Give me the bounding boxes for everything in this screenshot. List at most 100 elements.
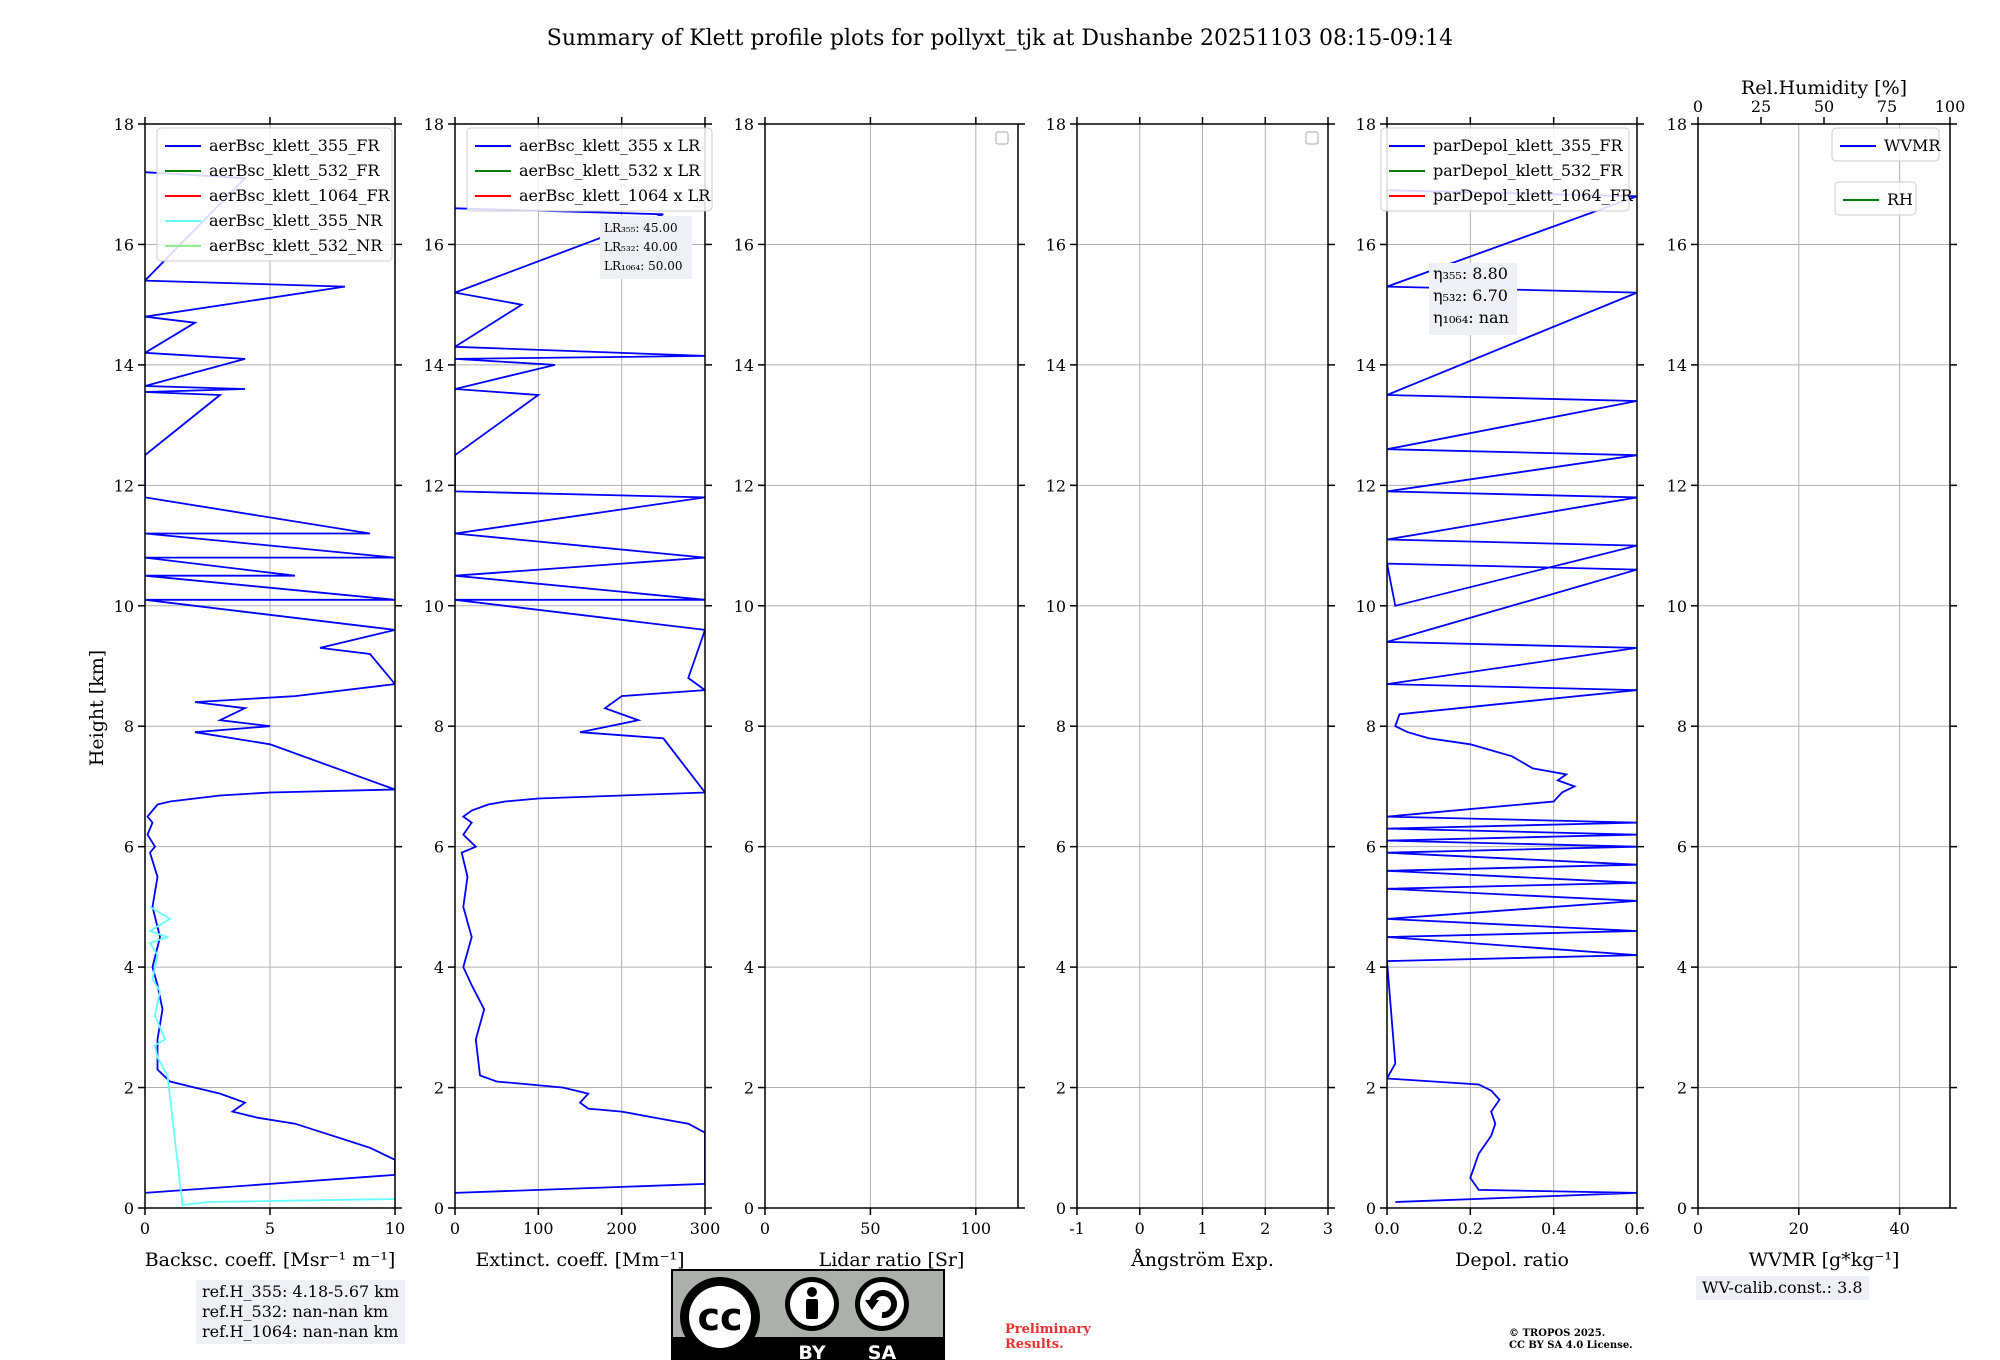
y-tick-label: 6 xyxy=(1056,838,1066,857)
refh-1064: ref.H_1064: nan-nan km xyxy=(202,1322,399,1341)
reference-height-note: ref.H_355: 4.18-5.67 km ref.H_532: nan-n… xyxy=(196,1280,406,1344)
legend-entry: parDepol_klett_355_FR xyxy=(1433,136,1624,155)
panel-lidar_ratio: 0 2 4 6 8 10 12 14 16 18 0 50 100 Lidar ratio [Sr] xyxy=(734,115,1025,1271)
y-tick-label: 2 xyxy=(744,1079,754,1098)
y-tick-label: 4 xyxy=(1056,958,1066,977)
annotation-line: LR₁₀₆₄: 50.00 xyxy=(604,259,682,273)
y-tick-label: 16 xyxy=(424,235,444,254)
y-tick-label: 6 xyxy=(124,838,134,857)
sa-label: SA xyxy=(868,1342,897,1360)
y-tick-label: 2 xyxy=(1056,1079,1066,1098)
wv-calib-text: WV-calib.const.: 3.8 xyxy=(1702,1278,1863,1297)
y-tick-label: 4 xyxy=(1366,958,1376,977)
series-line-aerBsc_klett_355 x LR xyxy=(455,207,705,1194)
x-tick-label: 20 xyxy=(1789,1219,1809,1238)
sa-icon-arrow xyxy=(869,1290,897,1319)
panel-extinction: 0 2 4 6 8 10 12 14 16 18 0 100 200 300 Extinct. coeff.… xyxy=(424,115,721,1271)
x-tick-label: 50 xyxy=(860,1219,880,1238)
legend-entry: parDepol_klett_532_FR xyxy=(1433,161,1624,180)
annotation-line: η₁₀₆₄: nan xyxy=(1433,308,1509,327)
y-tick-label: 14 xyxy=(424,356,444,375)
panel-backscatter: 0 2 4 6 8 10 12 14 16 18 0 5 10 Backsc. coeff. [Msr⁻¹… xyxy=(114,115,406,1271)
x-tick-label: 0 xyxy=(760,1219,770,1238)
y-tick-label: 6 xyxy=(1677,838,1687,857)
x2-axis-label: Rel.Humidity [%] xyxy=(1741,77,1907,99)
x2-tick-label: 50 xyxy=(1814,97,1834,116)
annotation-box xyxy=(600,216,692,279)
legend-entry: aerBsc_klett_532 x LR xyxy=(519,161,701,180)
axes-frame xyxy=(764,123,1019,1209)
y-tick-label: 16 xyxy=(734,235,754,254)
panel-wvmr: 0 2 4 6 8 10 12 14 16 18 0 20 40 0 25 50 75 100 Rel.Humidi… xyxy=(1667,77,1966,1271)
cc-icon-inner xyxy=(689,1286,751,1348)
y-tick-label: 10 xyxy=(1356,597,1376,616)
y-tick-label: 12 xyxy=(114,476,134,495)
x-axis-label: WVMR [g*kg⁻¹] xyxy=(1749,1249,1900,1271)
series-line-parDepol_klett_355_FR xyxy=(1387,189,1637,1203)
y-tick-label: 18 xyxy=(424,115,444,134)
y-tick-label: 18 xyxy=(734,115,754,134)
legend-entry: aerBsc_klett_1064 x LR xyxy=(519,186,711,205)
wv-calibration-note: WV-calib.const.: 3.8 xyxy=(1696,1276,1869,1300)
y-tick-label: 16 xyxy=(1356,235,1376,254)
y-tick-label: 4 xyxy=(124,958,134,977)
x-axis-label: Lidar ratio [Sr] xyxy=(819,1249,965,1271)
y-tick-label: 2 xyxy=(1677,1079,1687,1098)
legend-box xyxy=(1831,127,1940,162)
y-tick-label: 0 xyxy=(744,1199,754,1218)
preliminary-results-note: Preliminary Results. xyxy=(1005,1322,1091,1352)
panel-depol: 0 2 4 6 8 10 12 14 16 18 0.0 0.2 0.4 0.6 Depol. ratio p… xyxy=(1356,115,1650,1271)
y-tick-label: 16 xyxy=(1667,235,1687,254)
annotation-line: η₃₅₅: 8.80 xyxy=(1433,264,1508,283)
x-tick-label: 0.6 xyxy=(1624,1219,1649,1238)
y-tick-label: 8 xyxy=(1366,717,1376,736)
y-tick-label: 8 xyxy=(1056,717,1066,736)
y-tick-label: 8 xyxy=(124,717,134,736)
annotation-line: LR₅₃₂: 40.00 xyxy=(604,240,678,254)
series-line-aerBsc_klett_355_NR xyxy=(147,906,395,1207)
by-label: BY xyxy=(798,1342,825,1360)
y-tick-label: 8 xyxy=(744,717,754,736)
legend-entry: aerBsc_klett_355_NR xyxy=(209,211,383,230)
y-tick-label: 4 xyxy=(1677,958,1687,977)
annotation-line: LR₃₅₅: 45.00 xyxy=(604,221,678,235)
y-tick-label: 16 xyxy=(1046,235,1066,254)
legend-box-rh xyxy=(1834,181,1917,216)
y-tick-label: 8 xyxy=(434,717,444,736)
x2-tick-label: 0 xyxy=(1693,97,1703,116)
y-tick-label: 6 xyxy=(434,838,444,857)
y-axis-label: Height [km] xyxy=(86,650,108,766)
y-tick-label: 18 xyxy=(114,115,134,134)
x2-tick-label: 25 xyxy=(1751,97,1771,116)
x-tick-label: 5 xyxy=(265,1219,275,1238)
sa-icon-arrowhead xyxy=(865,1300,879,1310)
legend-box xyxy=(1380,127,1630,212)
y-tick-label: 10 xyxy=(1667,597,1687,616)
y-tick-label: 10 xyxy=(114,597,134,616)
x2-tick-label: 75 xyxy=(1877,97,1897,116)
y-tick-label: 12 xyxy=(1667,476,1687,495)
copyright-note: © TROPOS 2025. CC BY SA 4.0 License. xyxy=(1509,1328,1633,1352)
x-axis-label: Extinct. coeff. [Mm⁻¹] xyxy=(475,1249,684,1271)
y-tick-label: 12 xyxy=(734,476,754,495)
y-tick-label: 4 xyxy=(744,958,754,977)
legend-entry: aerBsc_klett_532_NR xyxy=(209,236,383,255)
x-tick-label: 2 xyxy=(1260,1219,1270,1238)
y-tick-label: 6 xyxy=(744,838,754,857)
y-tick-label: 0 xyxy=(124,1199,134,1218)
y-tick-label: 14 xyxy=(114,356,134,375)
legend-entry: aerBsc_klett_1064_FR xyxy=(209,186,391,205)
legend-box xyxy=(466,127,713,212)
x-tick-label: 0.0 xyxy=(1374,1219,1399,1238)
y-tick-label: 14 xyxy=(1046,356,1066,375)
figure-title: Summary of Klett profile plots for polly… xyxy=(547,26,1453,51)
legend-entry: aerBsc_klett_355 x LR xyxy=(519,136,701,155)
copyright-line-2: CC BY SA 4.0 License. xyxy=(1509,1340,1633,1351)
preliminary-line-2: Results. xyxy=(1005,1337,1064,1352)
x-tick-label: 3 xyxy=(1323,1219,1333,1238)
y-tick-label: 14 xyxy=(1667,356,1687,375)
x-axis-label: Depol. ratio xyxy=(1455,1249,1569,1271)
annotation-line: η₅₃₂: 6.70 xyxy=(1433,286,1508,305)
x-tick-label: 300 xyxy=(690,1219,721,1238)
